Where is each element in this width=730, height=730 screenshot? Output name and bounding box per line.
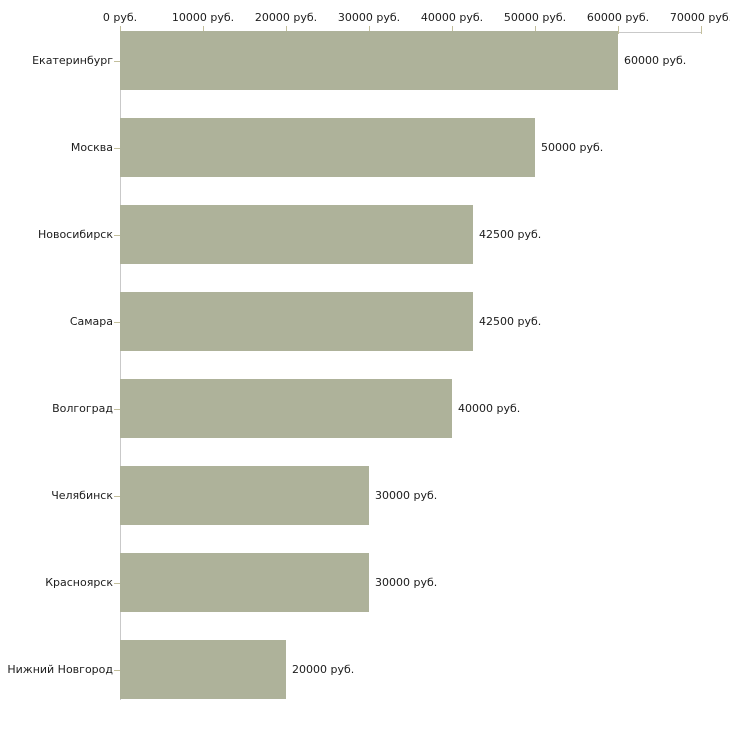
x-axis-tick xyxy=(701,26,702,34)
x-axis-tick xyxy=(203,26,204,34)
bar-value-label: 20000 руб. xyxy=(292,662,355,676)
bar-value-label: 30000 руб. xyxy=(375,488,438,502)
category-label: Волгоград xyxy=(52,401,113,415)
x-axis-tick-label: 70000 руб. xyxy=(669,11,730,24)
category-label: Самара xyxy=(69,314,113,328)
category-tick xyxy=(114,409,120,410)
bar-value-label: 42500 руб. xyxy=(479,314,542,328)
x-axis-tick xyxy=(452,26,453,34)
category-label: Челябинск xyxy=(51,488,113,502)
bar-value-label: 42500 руб. xyxy=(479,227,542,241)
bar xyxy=(120,205,473,264)
x-axis-tick-label: 30000 руб. xyxy=(337,11,401,24)
x-axis-tick xyxy=(120,26,121,34)
x-axis-tick-label: 60000 руб. xyxy=(586,11,650,24)
x-axis-tick xyxy=(369,26,370,34)
bar-value-label: 30000 руб. xyxy=(375,575,438,589)
category-label: Красноярск xyxy=(45,575,113,589)
bar xyxy=(120,553,369,612)
x-axis-tick-label: 50000 руб. xyxy=(503,11,567,24)
category-label: Москва xyxy=(70,140,113,154)
bar xyxy=(120,379,452,438)
category-tick xyxy=(114,148,120,149)
bar xyxy=(120,466,369,525)
x-axis-tick-label: 10000 руб. xyxy=(171,11,235,24)
category-label: Нижний Новгород xyxy=(7,662,113,676)
x-axis-tick-label: 0 руб. xyxy=(102,11,138,24)
category-tick xyxy=(114,496,120,497)
bar xyxy=(120,31,618,90)
bar-value-label: 50000 руб. xyxy=(541,140,604,154)
category-tick xyxy=(114,322,120,323)
x-axis-tick xyxy=(535,26,536,34)
category-label: Екатеринбург xyxy=(32,53,113,67)
category-label: Новосибирск xyxy=(37,227,113,241)
bar xyxy=(120,118,535,177)
y-axis-line xyxy=(120,32,121,700)
x-axis-tick xyxy=(618,26,619,34)
category-tick xyxy=(114,583,120,584)
bar xyxy=(120,640,286,699)
bar xyxy=(120,292,473,351)
x-axis-tick-label: 20000 руб. xyxy=(254,11,318,24)
category-tick xyxy=(114,61,120,62)
category-tick xyxy=(114,670,120,671)
x-axis-tick xyxy=(286,26,287,34)
x-axis-tick-label: 40000 руб. xyxy=(420,11,484,24)
bar-value-label: 60000 руб. xyxy=(624,53,687,67)
bar-value-label: 40000 руб. xyxy=(458,401,521,415)
category-tick xyxy=(114,235,120,236)
